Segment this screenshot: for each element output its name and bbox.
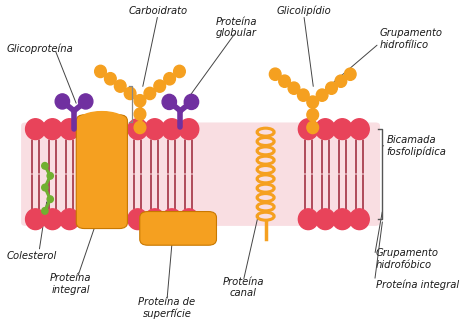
- Ellipse shape: [60, 119, 80, 139]
- Ellipse shape: [279, 75, 291, 87]
- Ellipse shape: [173, 65, 185, 78]
- Text: Grupamento
hidrofílico: Grupamento hidrofílico: [380, 28, 443, 50]
- FancyBboxPatch shape: [76, 115, 128, 228]
- Ellipse shape: [307, 96, 319, 108]
- Ellipse shape: [307, 109, 319, 121]
- Ellipse shape: [42, 162, 48, 169]
- Ellipse shape: [42, 208, 48, 214]
- Ellipse shape: [55, 94, 70, 109]
- Ellipse shape: [288, 82, 300, 94]
- Text: Proteína
integral: Proteína integral: [50, 273, 91, 295]
- Text: Proteína integral: Proteína integral: [375, 280, 459, 290]
- Ellipse shape: [154, 80, 165, 92]
- Ellipse shape: [47, 196, 54, 202]
- Ellipse shape: [114, 80, 126, 92]
- Ellipse shape: [316, 89, 328, 101]
- Text: Grupamento
hidrofóbico: Grupamento hidrofóbico: [375, 249, 438, 270]
- Ellipse shape: [332, 119, 352, 139]
- Ellipse shape: [164, 73, 175, 85]
- Ellipse shape: [105, 73, 116, 85]
- Ellipse shape: [47, 173, 54, 179]
- Ellipse shape: [179, 119, 199, 139]
- Text: Proteína
globular: Proteína globular: [216, 17, 257, 38]
- Ellipse shape: [26, 119, 46, 139]
- Ellipse shape: [144, 87, 155, 99]
- Ellipse shape: [95, 65, 106, 78]
- Ellipse shape: [79, 94, 93, 109]
- Ellipse shape: [326, 82, 337, 94]
- Text: Proteína de
superfície: Proteína de superfície: [138, 296, 195, 319]
- Text: Proteína
canal: Proteína canal: [222, 277, 264, 298]
- Ellipse shape: [335, 75, 346, 87]
- Ellipse shape: [162, 209, 182, 229]
- Ellipse shape: [269, 68, 281, 80]
- Ellipse shape: [332, 209, 352, 229]
- Ellipse shape: [184, 94, 199, 110]
- Text: Bicamada
fosfolipídica: Bicamada fosfolipídica: [387, 135, 447, 157]
- Ellipse shape: [298, 119, 318, 139]
- Ellipse shape: [134, 108, 146, 120]
- Ellipse shape: [145, 119, 164, 139]
- Ellipse shape: [43, 119, 63, 139]
- Text: Glicolipídio: Glicolipídio: [276, 5, 331, 16]
- Ellipse shape: [162, 94, 176, 110]
- Text: Carboidrato: Carboidrato: [128, 6, 188, 16]
- Ellipse shape: [124, 87, 136, 99]
- Ellipse shape: [134, 95, 146, 107]
- Ellipse shape: [134, 121, 146, 134]
- Ellipse shape: [307, 121, 319, 134]
- Ellipse shape: [42, 184, 48, 191]
- Ellipse shape: [128, 119, 147, 139]
- FancyBboxPatch shape: [21, 123, 380, 226]
- Ellipse shape: [79, 112, 125, 130]
- Ellipse shape: [145, 209, 164, 229]
- Ellipse shape: [60, 209, 80, 229]
- Ellipse shape: [345, 68, 356, 80]
- Text: Glicoproteína: Glicoproteína: [7, 44, 73, 54]
- FancyBboxPatch shape: [140, 211, 217, 245]
- Ellipse shape: [349, 209, 369, 229]
- Ellipse shape: [26, 209, 46, 229]
- Text: Colesterol: Colesterol: [6, 251, 56, 261]
- Ellipse shape: [179, 209, 199, 229]
- Ellipse shape: [315, 119, 335, 139]
- Ellipse shape: [128, 209, 147, 229]
- Ellipse shape: [298, 89, 309, 101]
- Ellipse shape: [162, 119, 182, 139]
- Ellipse shape: [43, 209, 63, 229]
- Ellipse shape: [315, 209, 335, 229]
- Ellipse shape: [349, 119, 369, 139]
- Ellipse shape: [298, 209, 318, 229]
